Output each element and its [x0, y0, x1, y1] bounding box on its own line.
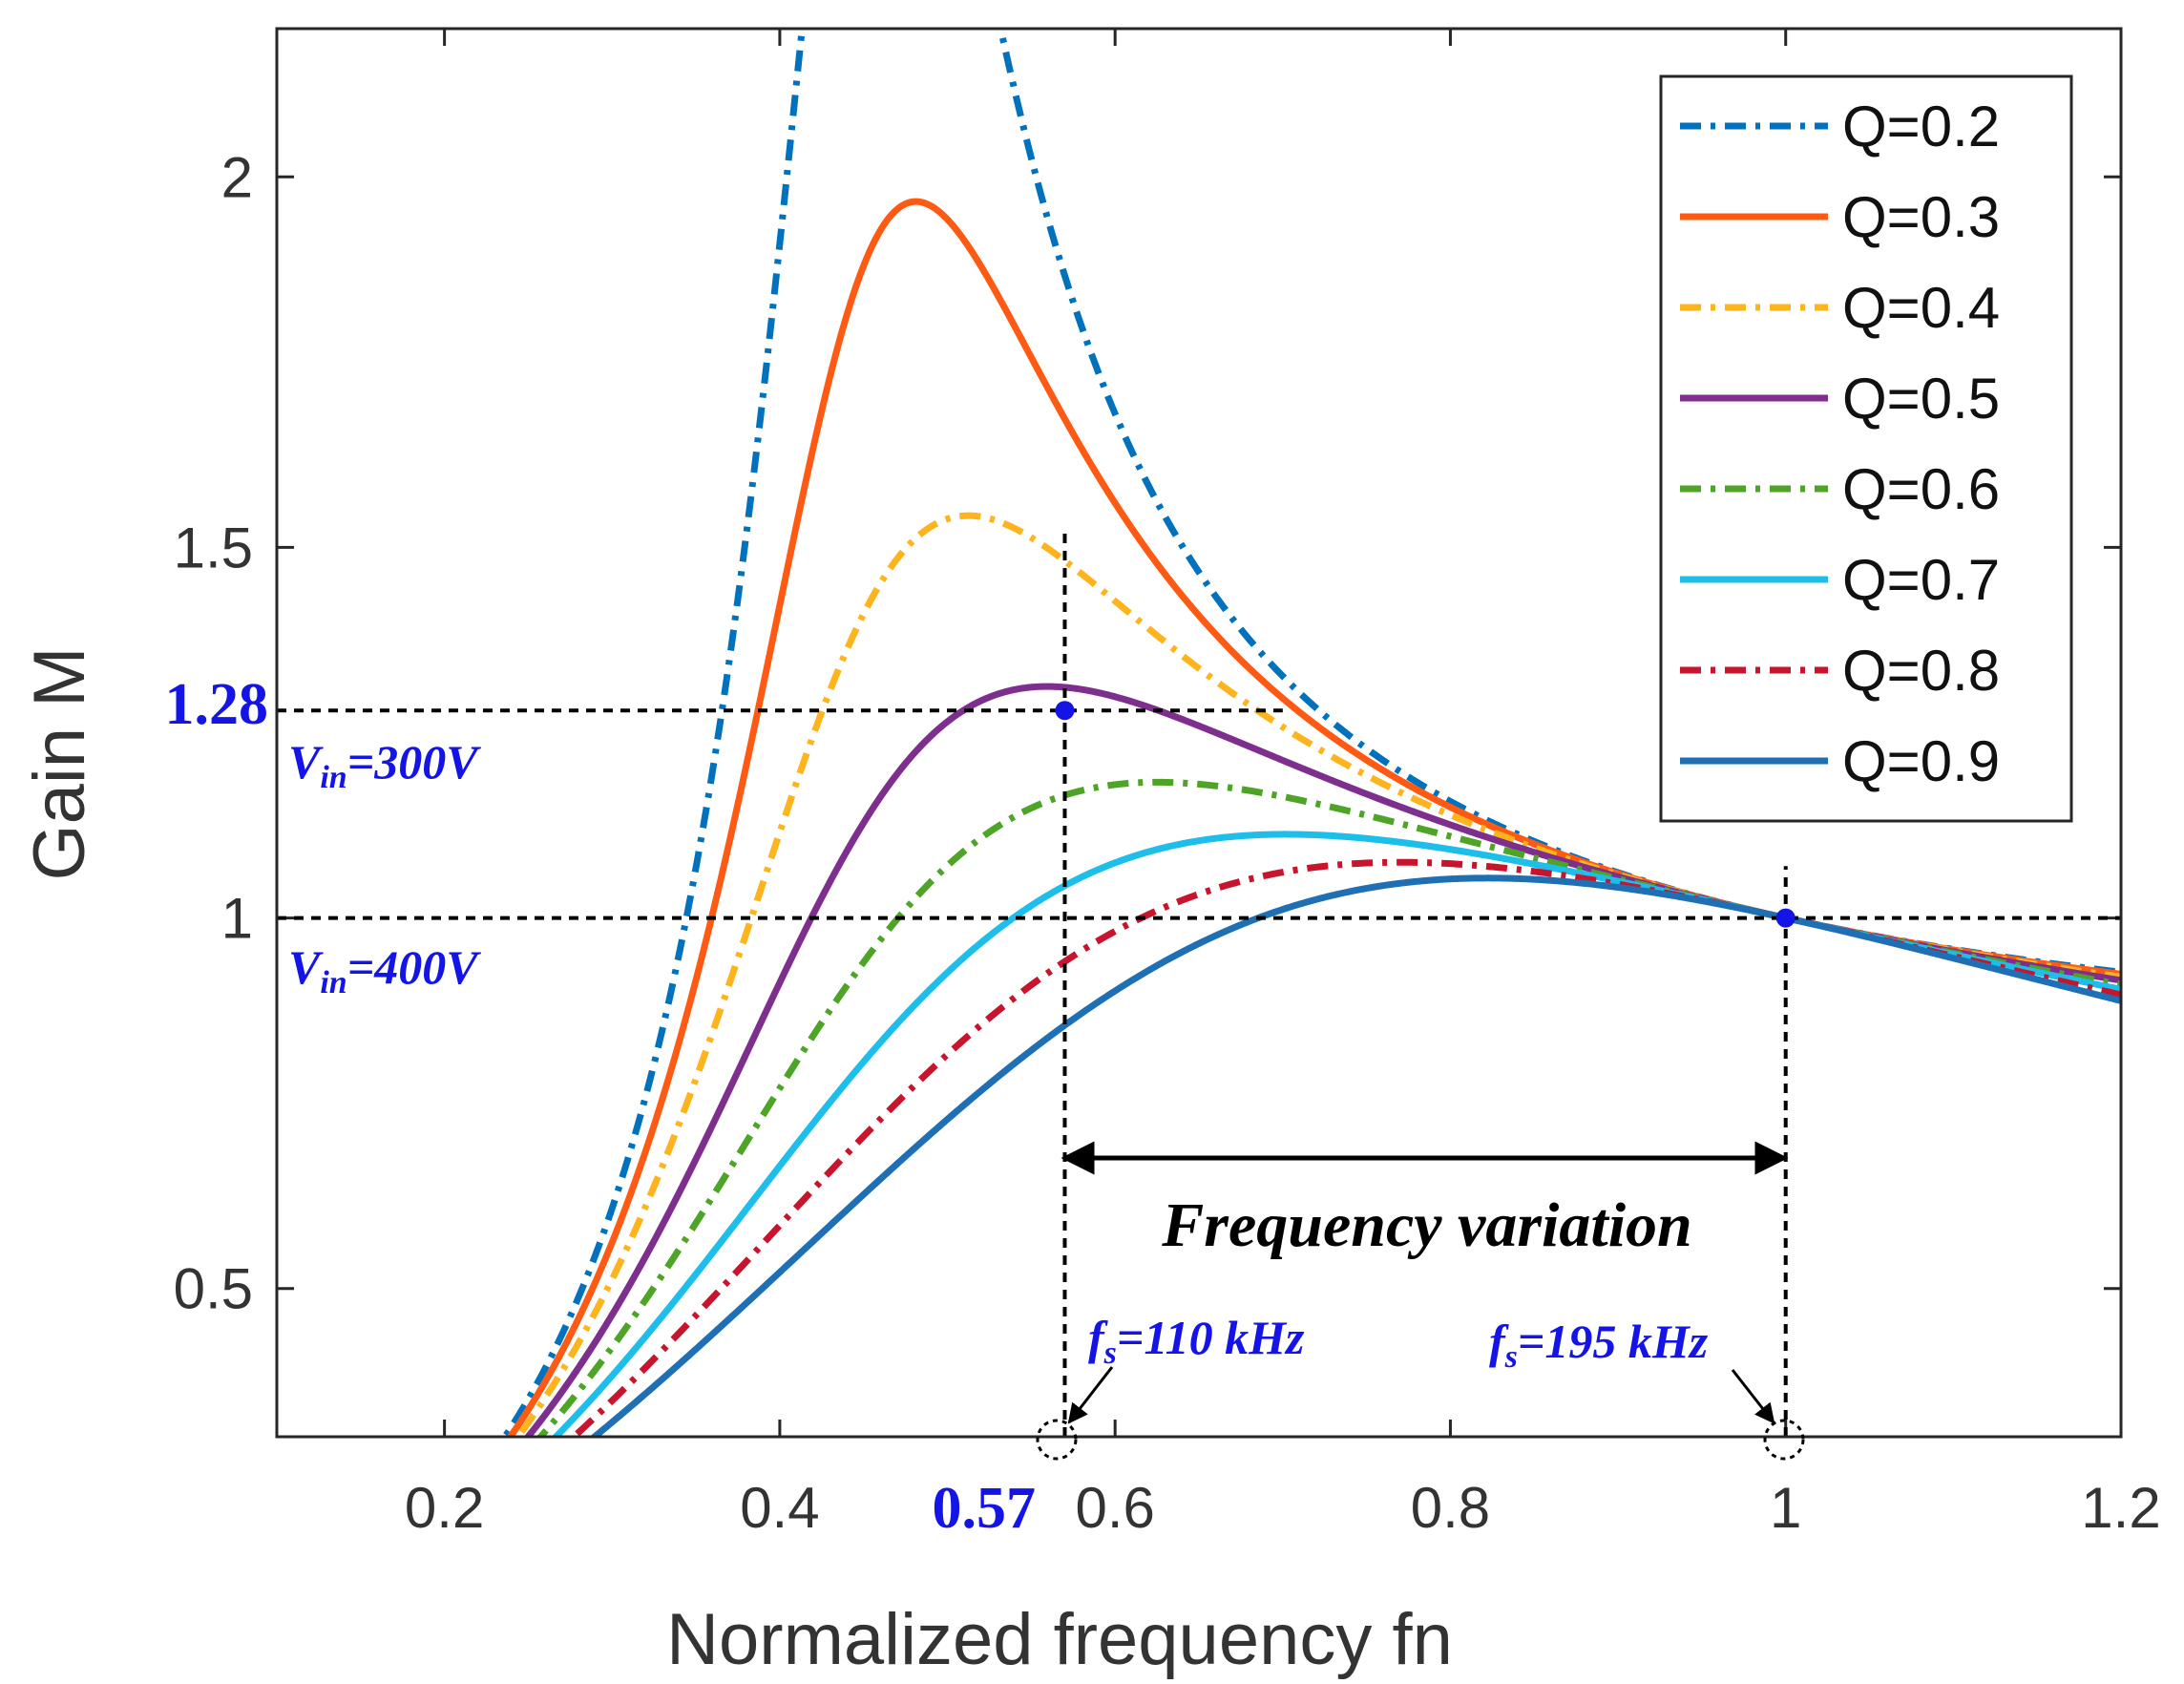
x-tick-label: 0.6: [1075, 1476, 1154, 1540]
legend-label: Q=0.4: [1842, 276, 2000, 340]
y-tick-label: 1.5: [174, 516, 253, 579]
vin-300-label: Vin=300V: [288, 735, 481, 795]
x-value-label-0-57: 0.57: [933, 1476, 1037, 1541]
legend-label: Q=0.7: [1842, 548, 2000, 612]
legend-label: Q=0.3: [1842, 185, 2000, 249]
x-tick-label: 0.2: [405, 1476, 484, 1540]
legend-box: [1659, 74, 2073, 823]
reference-lines: [277, 532, 2121, 1437]
vin-400-label: Vin=400V: [288, 940, 481, 1000]
series-line-q0-9: [589, 874, 2121, 1437]
y-tick-label: 0.5: [174, 1257, 253, 1321]
y-axis-label: Gain M: [19, 647, 100, 881]
fs-110-circle: [1036, 1419, 1078, 1461]
fs-195-pointer: [1731, 1369, 1775, 1424]
legend-label: Q=0.6: [1842, 457, 2000, 521]
series-line-q0-2: [500, 29, 2121, 1437]
x-axis-label: Normalized frequency fn: [666, 1599, 1453, 1680]
frequency-variation-label: Frequency variation: [1161, 1190, 1692, 1260]
fs-195-label: fs=195 kHz: [1489, 1315, 1709, 1375]
x-tick-label: 0.8: [1411, 1476, 1490, 1540]
legend-label: Q=0.5: [1842, 367, 2000, 431]
operating-point-marker: [1055, 701, 1075, 721]
x-tick-label: 1.2: [2081, 1476, 2160, 1540]
y-tick-label: 2: [221, 145, 253, 209]
annotations: 1.28 0.57 Vin=300V Vin=400V Frequency va…: [165, 672, 1805, 1541]
y-tick-label: 1: [221, 887, 253, 951]
x-tick-label: 1: [1770, 1476, 1801, 1540]
fs-195-circle: [1763, 1419, 1805, 1461]
legend-label: Q=0.9: [1842, 729, 2000, 793]
tick-labels: 0.2 0.4 0.6 0.8 1 1.2 0.5 1 1.5 2: [174, 145, 2161, 1540]
y-value-label-1-28: 1.28: [165, 672, 269, 737]
curve-series: [500, 29, 2121, 1437]
operating-point-marker: [1775, 908, 1796, 928]
x-tick-label: 0.4: [740, 1476, 819, 1540]
operating-points: [1055, 701, 1796, 928]
plot-frame: [275, 27, 2123, 1439]
fs-110-pointer: [1067, 1366, 1114, 1424]
legend: Q=0.2 Q=0.3 Q=0.4 Q=0.5 Q=0.6 Q=0.7 Q=0.8 Q=0.9: [1659, 74, 2073, 823]
fs-110-label: fs=110 kHz: [1088, 1311, 1305, 1371]
legend-label: Q=0.8: [1842, 639, 2000, 703]
legend-label: Q=0.2: [1842, 95, 2000, 158]
